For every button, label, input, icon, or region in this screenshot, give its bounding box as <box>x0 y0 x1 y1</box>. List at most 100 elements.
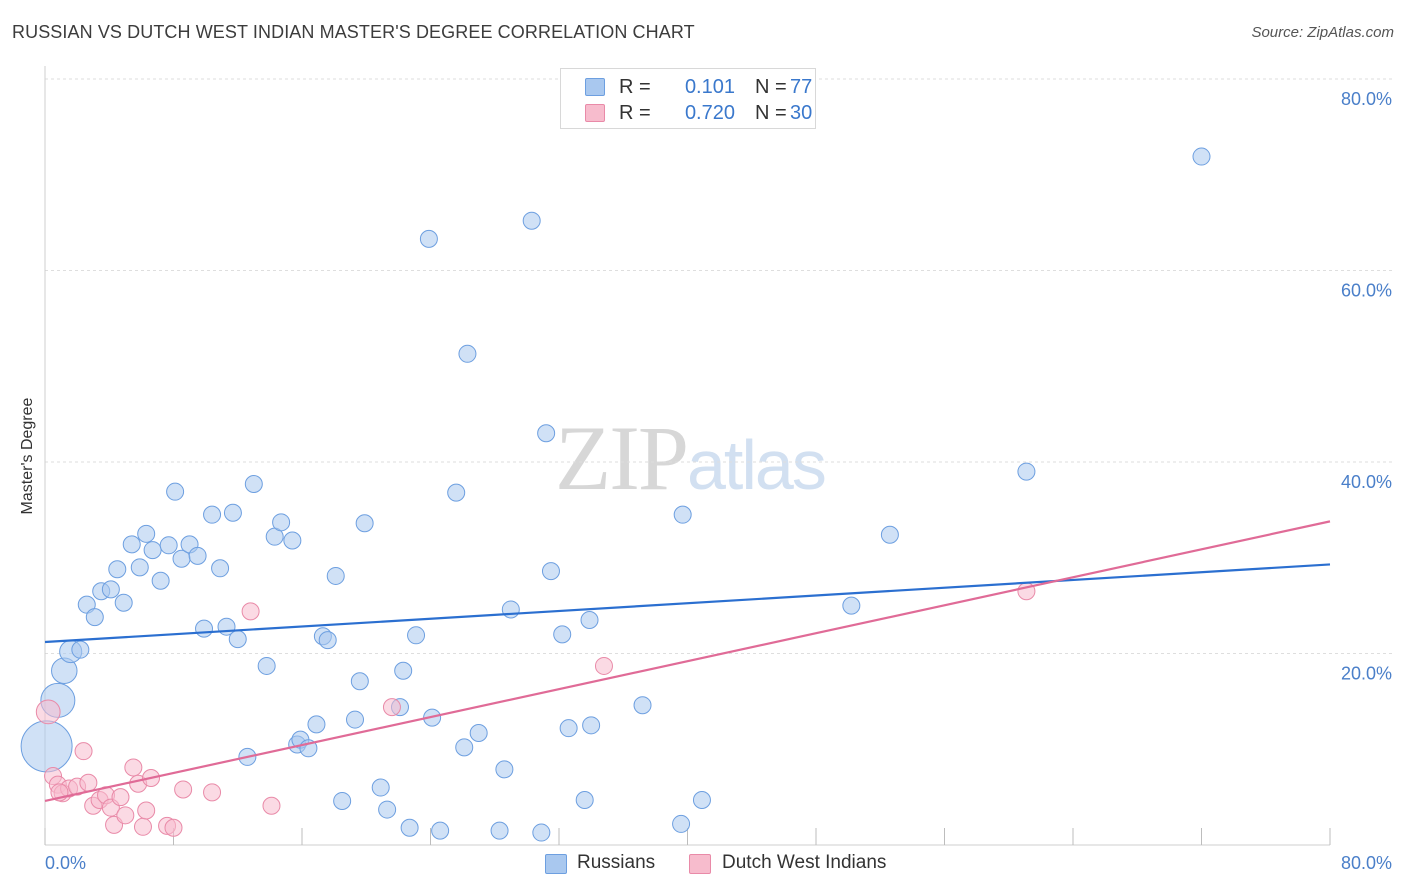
y-tick-label: 20.0% <box>1341 664 1392 684</box>
data-point <box>394 661 413 680</box>
data-point <box>151 571 170 590</box>
data-point <box>223 503 242 522</box>
data-point <box>74 742 93 761</box>
watermark-atlas: atlas <box>687 426 827 504</box>
series-legend: Russians Dutch West Indians <box>0 852 1406 876</box>
watermark: ZIPatlas <box>555 405 827 511</box>
data-point <box>842 596 861 615</box>
data-point <box>1192 147 1211 166</box>
y-tick-label: 40.0% <box>1341 472 1392 492</box>
data-point <box>400 818 419 837</box>
data-point <box>137 524 156 543</box>
data-point <box>378 800 397 819</box>
data-point <box>241 602 260 621</box>
data-point <box>431 821 450 840</box>
data-point <box>164 818 183 837</box>
data-point <box>633 696 652 715</box>
data-point <box>35 699 61 725</box>
y-tick-label: 60.0% <box>1341 281 1392 301</box>
data-point <box>537 424 556 443</box>
data-point <box>672 814 691 833</box>
data-point <box>580 610 599 629</box>
data-point <box>133 817 152 836</box>
data-point <box>116 806 135 825</box>
series-dutch-west-indians-points <box>35 582 1036 837</box>
legend-swatch-dutch-west-indians <box>585 104 605 122</box>
data-point <box>419 229 438 248</box>
data-point <box>350 672 369 691</box>
data-point <box>575 790 594 809</box>
data-point <box>174 780 193 799</box>
data-point <box>272 513 291 532</box>
data-point <box>211 559 230 578</box>
axes <box>44 66 1331 846</box>
legend-label-dutch-west-indians: Dutch West Indians <box>722 852 887 873</box>
data-point <box>553 625 572 644</box>
data-point <box>203 505 222 524</box>
series-russians-points <box>20 147 1211 842</box>
data-point <box>382 698 401 717</box>
legend-r-value: 0.720 <box>684 102 735 124</box>
data-point <box>130 558 149 577</box>
data-point <box>326 566 345 585</box>
data-point <box>355 514 374 533</box>
data-point <box>203 783 222 802</box>
data-point <box>122 535 141 554</box>
data-point <box>195 619 214 638</box>
data-point <box>257 656 276 675</box>
data-point <box>71 640 90 659</box>
legend-n-label: N = <box>755 76 787 98</box>
data-point <box>188 546 207 565</box>
data-point <box>490 821 509 840</box>
data-point <box>495 760 514 779</box>
data-point <box>114 593 133 612</box>
legend-swatch-russians <box>545 854 567 874</box>
trend-line-dutch-west-indians <box>44 520 1331 803</box>
data-point <box>124 758 143 777</box>
data-point <box>143 541 162 560</box>
watermark-zip: ZIP <box>555 407 689 509</box>
data-point <box>594 656 613 675</box>
data-point <box>407 626 426 645</box>
data-point <box>20 720 73 773</box>
trend-line-russians <box>44 563 1331 644</box>
chart-title: RUSSIAN VS DUTCH WEST INDIAN MASTER'S DE… <box>12 22 695 42</box>
data-point <box>541 562 560 581</box>
source-label: Source: ZipAtlas.com <box>1251 24 1394 41</box>
data-point <box>262 796 281 815</box>
legend-r-label: R = <box>619 102 651 124</box>
tick-labels: 20.0% 40.0% 60.0% 80.0% 0.0% 80.0% <box>45 89 1392 873</box>
data-point <box>692 790 711 809</box>
y-tick-label: 80.0% <box>1341 89 1392 109</box>
legend-r-value: 0.101 <box>684 76 735 98</box>
data-point <box>111 788 130 807</box>
data-point <box>307 715 326 734</box>
data-point <box>85 608 104 627</box>
data-point <box>447 483 466 502</box>
legend-n-value: 30 <box>790 102 813 124</box>
data-point <box>880 525 899 544</box>
data-point <box>318 631 337 650</box>
data-point <box>333 791 352 810</box>
data-points <box>20 147 1211 842</box>
data-point <box>559 719 578 738</box>
legend-label-russians: Russians <box>577 852 656 873</box>
data-point <box>244 475 263 494</box>
data-point <box>371 778 390 797</box>
data-point <box>532 823 551 842</box>
legend-swatch-dutch-west-indians <box>689 854 711 874</box>
data-point <box>166 482 185 501</box>
trend-lines <box>44 520 1331 803</box>
data-point <box>79 773 98 792</box>
data-point <box>137 801 156 820</box>
data-point <box>101 580 120 599</box>
data-point <box>469 723 488 742</box>
data-point <box>455 738 474 757</box>
data-point <box>283 531 302 550</box>
grid-lines <box>45 78 1392 654</box>
legend-n-value: 77 <box>790 76 813 98</box>
data-point <box>522 211 541 230</box>
data-point <box>346 710 365 729</box>
legend-n-label: N = <box>755 102 787 124</box>
